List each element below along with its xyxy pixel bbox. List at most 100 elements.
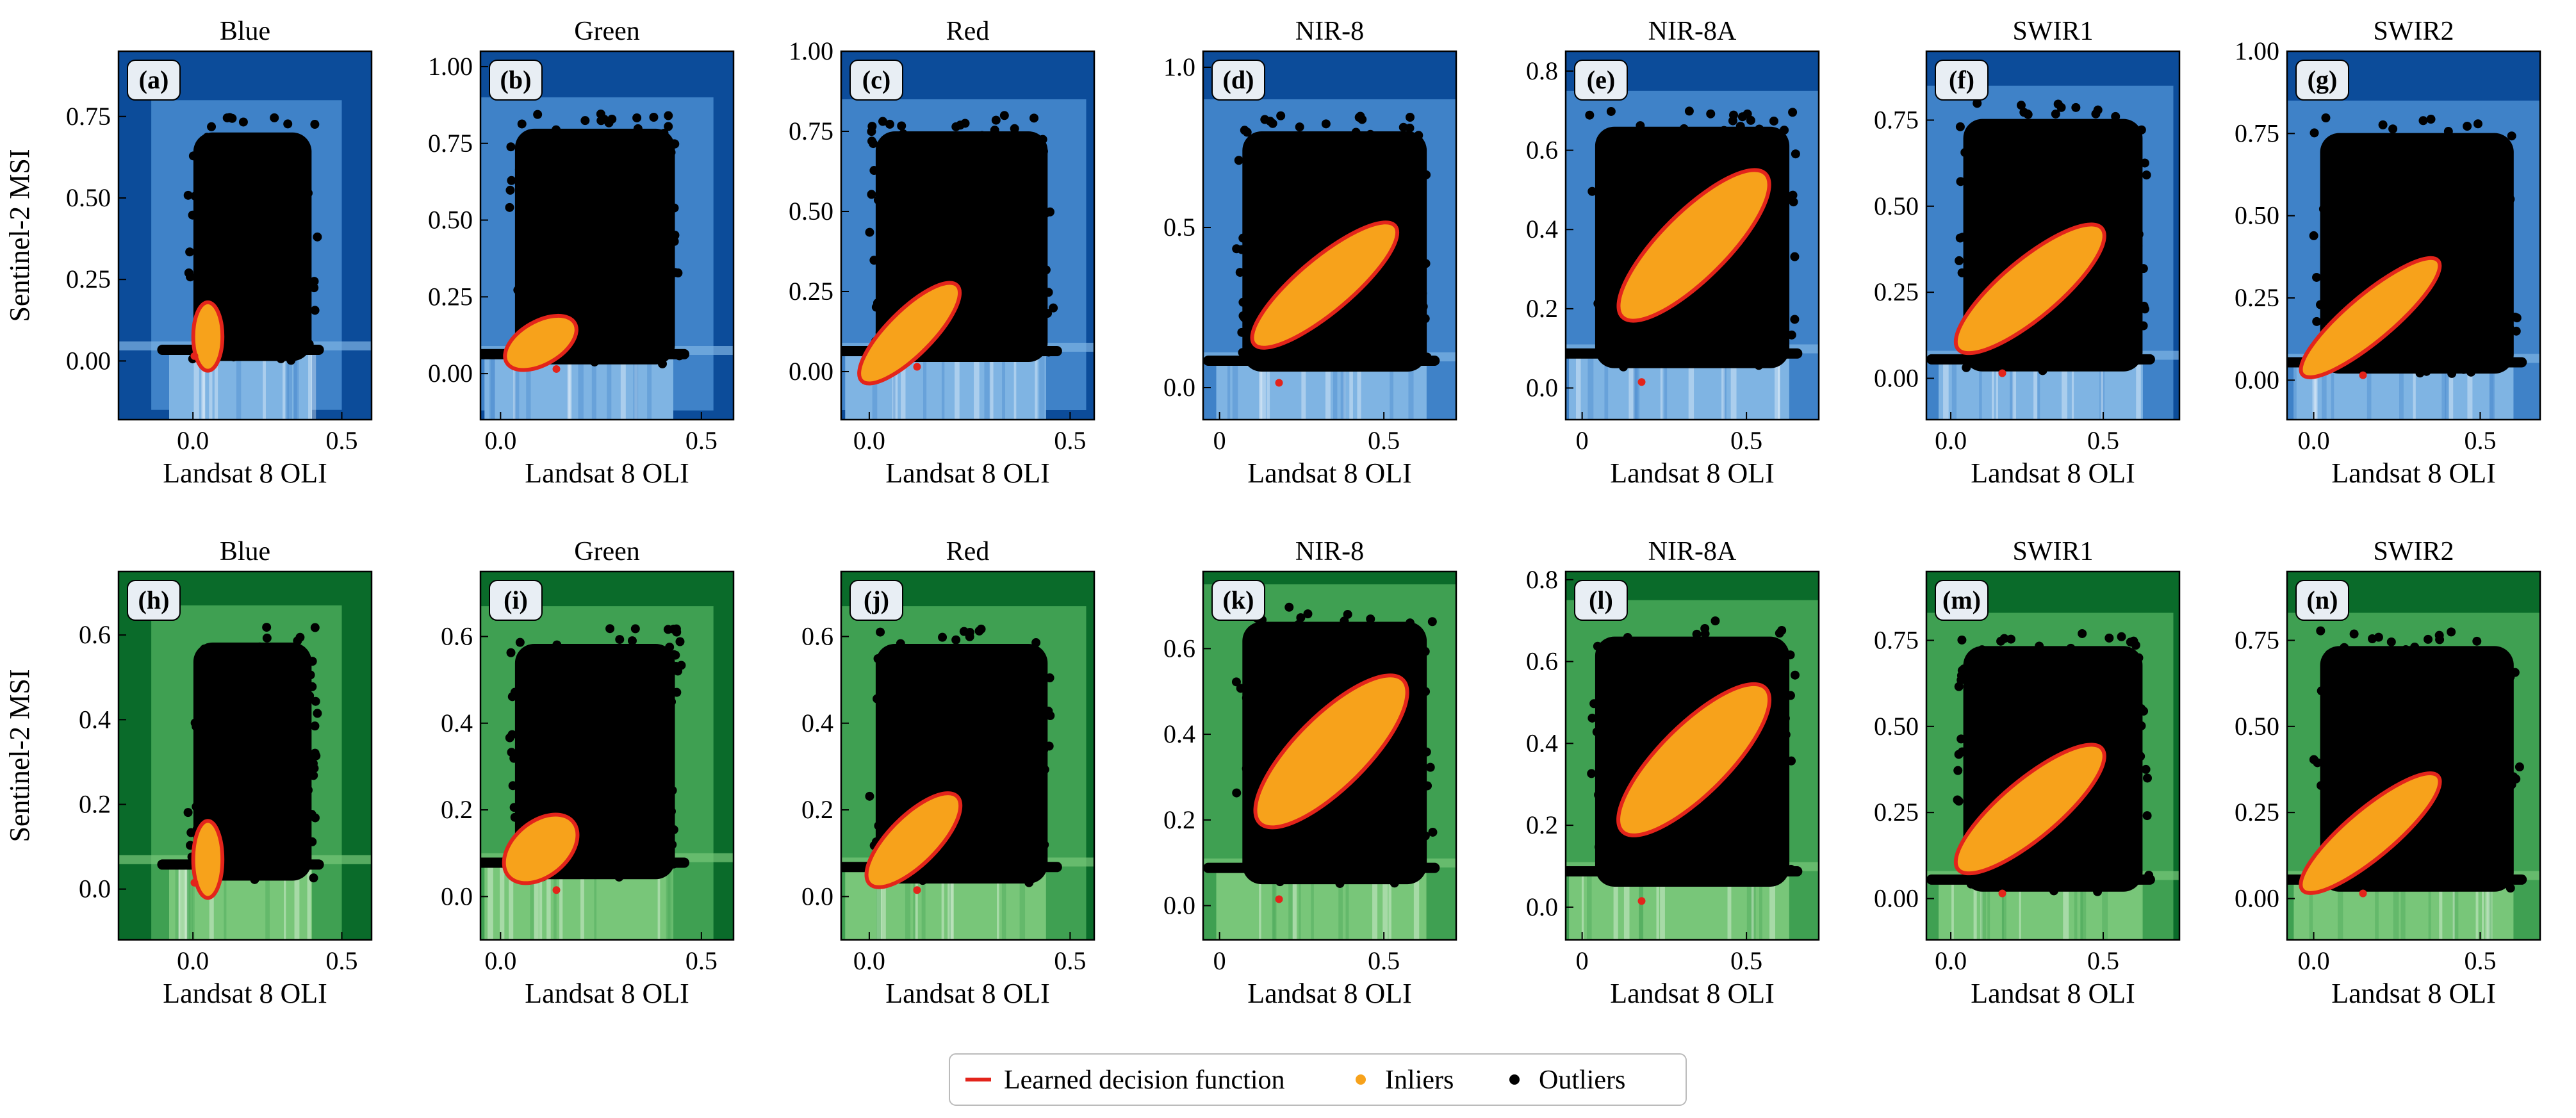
x-tick-label: 0.5 [1368,426,1400,455]
panel-tag-label: (h) [138,586,170,614]
inlier-region [191,819,225,900]
x-axis-label: Landsat 8 OLI [885,457,1050,489]
panel-title: NIR-8A [1648,17,1737,46]
axes-frame [1202,570,1457,941]
x-tick-label: 0 [1213,946,1226,975]
y-tick-label: 0.50 [1874,192,1919,220]
x-axis-label: Landsat 8 OLI [2331,978,2496,1009]
panel-tag: (e) [1574,60,1628,101]
inlier-region [1616,682,1772,837]
small-inlier-point [913,886,921,894]
panel-title: NIR-8A [1648,537,1737,566]
y-tick-label: 0.6 [79,620,111,649]
panel-k: (k) NIR-8 0 0.5 0.0 0.2 0.4 0.6 Landsat 8 OLI [1163,537,1457,1009]
x-axis-label: Landsat 8 OLI [1610,978,1775,1009]
x-tick-label: 0.0 [177,946,209,975]
axes-frame [1925,50,2181,421]
y-tick-label: 0.5 [1163,213,1195,242]
small-inlier-point [552,886,561,894]
axes-frame [117,50,373,421]
small-inlier-point [1998,369,2006,377]
x-axis-label: Landsat 8 OLI [1247,978,1412,1009]
y-tick-label: 1.00 [789,37,833,65]
y-tick-label: 0.25 [2235,283,2279,312]
panel-g: (g) SWIR2 0.0 0.5 0.00 0.25 0.50 0.75 1.00 Landsa… [2235,17,2541,489]
y-tick-label: 0.50 [1874,712,1919,741]
y-tick-label: 0.2 [79,790,111,819]
axes-frame [117,570,373,941]
y-tick-label: 0.75 [66,102,111,131]
small-inlier-point [190,878,199,887]
inlier-region [503,313,578,372]
inlier-region [2299,771,2442,895]
y-tick-label: 0.00 [66,346,111,375]
axes-frame [840,50,1095,421]
panel-tag-label: (e) [1587,65,1615,94]
panel-tag-label: (k) [1223,586,1254,614]
y-tick-label: 0.0 [1163,373,1195,402]
panel-a: (a) Blue 0.0 0.5 0.00 0.25 0.50 0.75 Landsat 8 O… [4,17,373,489]
panel-tag-label: (f) [1949,65,1974,94]
x-tick-label: 0.5 [2464,946,2496,975]
x-tick-label: 0.5 [685,946,718,975]
panel-m: (m) SWIR1 0.0 0.5 0.00 0.25 0.50 0.75 Landsat 8 … [1874,537,2181,1009]
y-tick-label: 0.00 [1874,884,1919,913]
legend-entry-label: Outliers [1539,1065,1625,1095]
small-inlier-point [913,363,921,371]
y-tick-label: 0.00 [428,359,473,388]
y-tick-label: 0.50 [428,206,473,234]
inlier-region [191,300,225,373]
panel-title: NIR-8 [1295,537,1364,566]
y-tick-label: 0.6 [801,621,833,650]
panel-j: (j) Red 0.0 0.5 0.0 0.2 0.4 0.6 Landsat 8 OLI [801,537,1095,1009]
y-axis-label: Sentinel-2 MSI [4,149,35,322]
x-axis-label: Landsat 8 OLI [163,978,327,1009]
x-axis-label: Landsat 8 OLI [1610,457,1775,489]
inlier-region [2299,256,2442,379]
x-tick-label: 0.5 [2087,946,2119,975]
small-inlier-point [190,352,199,360]
axes-frame [2286,570,2541,941]
panel-tag: (m) [1935,580,1989,621]
x-tick-label: 0.0 [484,946,516,975]
y-tick-label: 0.75 [2235,119,2279,147]
y-tick-label: 0.2 [1526,294,1558,323]
panel-title: NIR-8 [1295,17,1364,46]
y-tick-label: 0.6 [1526,647,1558,676]
y-tick-label: 0.2 [441,795,473,824]
x-tick-label: 0.0 [2298,426,2330,455]
x-tick-label: 0.5 [685,426,718,455]
panel-tag: (d) [1211,60,1265,101]
y-tick-label: 0.6 [1163,634,1195,662]
axes-frame [479,570,735,941]
inlier-region [864,791,963,889]
y-tick-label: 0.00 [789,357,833,386]
y-axis-label: Sentinel-2 MSI [4,669,35,842]
inlier-region [1953,222,2106,356]
small-inlier-point [2359,371,2367,379]
panel-tag: (k) [1211,580,1265,621]
y-tick-label: 0.50 [2235,712,2279,741]
x-tick-label: 0.5 [2464,426,2496,455]
y-tick-label: 0.2 [801,795,833,824]
panel-tag: (g) [2295,60,2349,101]
y-tick-label: 0.0 [1163,891,1195,920]
y-tick-label: 0.25 [789,277,833,306]
y-tick-label: 0.25 [1874,798,1919,826]
y-tick-label: 0.2 [1526,810,1558,839]
x-tick-label: 0 [1576,946,1589,975]
y-tick-label: 0.00 [2235,884,2279,913]
y-tick-label: 0.25 [2235,798,2279,826]
axes-frame [1564,50,1820,421]
small-inlier-point [1275,895,1283,903]
y-tick-label: 0.0 [1526,892,1558,921]
panel-b: (b) Green 0.0 0.5 0.00 0.25 0.50 0.75 1.00 Landsa… [428,17,735,489]
x-tick-label: 0 [1213,426,1226,455]
panel-c: (c) Red 0.0 0.5 0.00 0.25 0.50 0.75 1.00 Landsat … [789,17,1095,489]
y-tick-label: 0.75 [1874,625,1919,654]
panel-title: Red [946,17,990,46]
y-tick-label: 0.4 [801,709,833,737]
panel-tag: (l) [1574,580,1628,621]
panel-tag: (j) [849,580,903,621]
x-axis-label: Landsat 8 OLI [525,457,689,489]
